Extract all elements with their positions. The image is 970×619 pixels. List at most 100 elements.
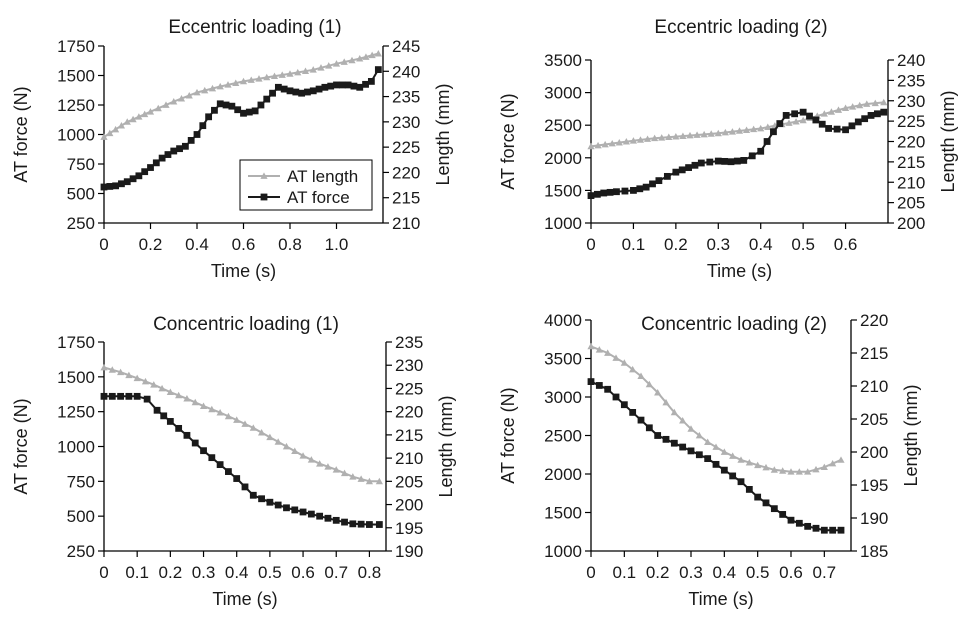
data-point <box>601 140 609 148</box>
x-tick-label: 0.1 <box>613 563 637 582</box>
series-markers-at-force <box>100 392 383 528</box>
data-point <box>727 158 735 166</box>
data-point <box>147 164 154 171</box>
x-tick-label: 0 <box>99 563 108 582</box>
y-tick-label: 500 <box>67 185 95 204</box>
chart-title: Concentric loading (1) <box>153 314 339 335</box>
data-point <box>233 416 241 423</box>
data-point <box>158 384 166 392</box>
data-point <box>804 522 812 530</box>
data-point <box>735 127 744 134</box>
data-point <box>216 408 224 416</box>
data-point <box>301 67 310 74</box>
data-point <box>745 486 753 493</box>
data-point <box>687 425 695 432</box>
data-point <box>754 493 762 501</box>
data-point <box>356 83 364 91</box>
data-point <box>375 521 383 528</box>
data-point <box>280 85 288 93</box>
data-point <box>679 132 687 139</box>
data-point <box>123 118 131 125</box>
data-point <box>263 73 271 81</box>
data-point <box>193 131 201 138</box>
data-point <box>834 106 843 113</box>
data-point <box>637 372 645 379</box>
data-point <box>294 68 302 76</box>
y-tick-label: 3500 <box>544 350 582 369</box>
x-tick-label: 0.8 <box>358 563 382 582</box>
y2-tick-label: 225 <box>392 138 420 157</box>
data-point <box>365 477 374 485</box>
data-point <box>367 78 375 85</box>
x-tick-label: 0.5 <box>791 235 815 254</box>
data-point <box>672 133 680 140</box>
series-markers-at-force <box>587 378 845 534</box>
data-point <box>799 108 807 116</box>
legend-label: AT force <box>287 188 350 207</box>
data-point <box>595 382 603 389</box>
x-tick-label: 1.0 <box>325 235 349 254</box>
data-point <box>309 87 317 95</box>
data-point <box>150 381 158 388</box>
data-point <box>349 520 357 528</box>
data-point <box>216 100 224 108</box>
data-point <box>269 89 276 97</box>
data-point <box>291 506 299 514</box>
data-point <box>216 461 224 469</box>
x-tick-label: 0.2 <box>159 563 183 582</box>
data-point <box>100 392 108 400</box>
y2-axis-title: Length (mm) <box>901 384 921 486</box>
data-point <box>779 511 787 518</box>
y2-tick-label: 210 <box>395 449 423 468</box>
series-line-at-force <box>590 111 885 197</box>
data-point <box>595 346 603 353</box>
data-point <box>861 115 869 123</box>
y-tick-label: 750 <box>67 472 95 491</box>
y2-tick-label: 215 <box>392 189 420 208</box>
data-point <box>375 477 383 485</box>
x-tick-label: 0.2 <box>646 563 670 582</box>
data-point <box>829 459 837 467</box>
x-tick-label: 0.1 <box>125 563 149 582</box>
series-markers-at-length <box>100 363 383 485</box>
data-point <box>374 49 382 57</box>
data-point <box>357 520 365 528</box>
data-point <box>338 81 346 89</box>
data-point <box>222 101 230 109</box>
data-point <box>316 512 324 520</box>
data-point <box>211 106 218 114</box>
data-point <box>278 71 286 78</box>
data-point <box>175 391 183 399</box>
x-tick-label: 0.4 <box>713 563 737 582</box>
data-point <box>740 157 748 164</box>
data-point <box>166 418 174 425</box>
data-point <box>362 80 369 88</box>
x-tick-label: 0.3 <box>706 235 730 254</box>
data-point <box>201 86 209 94</box>
data-point <box>645 424 653 432</box>
data-point <box>594 141 602 149</box>
data-point <box>257 428 266 436</box>
data-point <box>286 70 294 77</box>
chart-panel-4: Concentric loading (2)100015002000250030… <box>498 311 921 609</box>
data-point <box>880 98 888 106</box>
data-point <box>251 107 259 115</box>
series-line-at-length <box>103 366 380 483</box>
data-point <box>108 366 116 373</box>
data-point <box>679 417 687 424</box>
x-tick-label: 0 <box>586 563 595 582</box>
data-point <box>779 467 787 474</box>
data-point <box>176 145 183 153</box>
data-point <box>812 465 820 473</box>
chart-title: Eccentric loading (2) <box>654 17 827 38</box>
data-point <box>748 152 756 160</box>
data-point <box>317 64 325 71</box>
y-tick-label: 250 <box>67 542 95 561</box>
x-tick-label: 0.6 <box>232 235 256 254</box>
legend-box <box>239 159 373 211</box>
data-point <box>654 432 662 439</box>
data-point <box>325 62 333 69</box>
data-point <box>208 454 216 462</box>
y-tick-label: 500 <box>67 507 95 526</box>
data-point <box>100 133 108 140</box>
